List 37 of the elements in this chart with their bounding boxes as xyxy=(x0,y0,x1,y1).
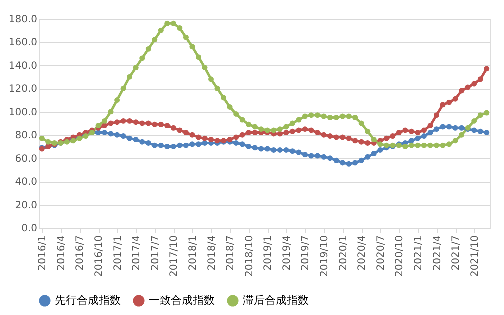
legend-label: 一致合成指数 xyxy=(149,294,215,307)
x-tick-label: 2018/1 xyxy=(188,236,199,271)
x-tick-label: 2016/4 xyxy=(56,236,68,271)
x-tick-label: 2020/10 xyxy=(394,236,406,278)
y-tick-label: 40.0 xyxy=(15,177,38,188)
y-tick-label: 100.0 xyxy=(8,107,38,118)
y-tick-label: 140.0 xyxy=(8,60,38,72)
legend-label: 先行合成指数 xyxy=(55,294,121,307)
x-tick-label: 2017/10 xyxy=(169,236,180,278)
x-tick-label: 2021/4 xyxy=(432,236,444,271)
y-tick-label: 160.0 xyxy=(8,38,38,49)
x-tick-label: 2017/4 xyxy=(132,236,143,271)
x-tick-label: 2018/10 xyxy=(244,236,256,278)
y-tick-label: 20.0 xyxy=(15,200,38,212)
x-tick-label: 2020/7 xyxy=(376,236,387,271)
x-tick-label: 2017/1 xyxy=(112,236,124,271)
x-tick-label: 2021/1 xyxy=(413,236,424,271)
x-tick-label: 2017/7 xyxy=(150,236,162,271)
x-tick-label: 2021/10 xyxy=(470,236,481,278)
x-tick-label: 2019/4 xyxy=(282,236,293,271)
y-tick-label: 80.0 xyxy=(15,130,38,142)
y-tick-label: 60.0 xyxy=(15,154,38,165)
x-tick-label: 2016/10 xyxy=(94,236,106,278)
y-tick-label: 120.0 xyxy=(8,84,38,96)
x-tick-label: 2019/7 xyxy=(300,236,312,271)
x-tick-label: 2019/1 xyxy=(263,236,274,271)
x-tick-label: 2020/4 xyxy=(357,236,368,271)
x-tick-label: 2018/4 xyxy=(206,236,218,271)
x-tick-label: 2019/10 xyxy=(320,236,331,278)
x-tick-label: 2018/7 xyxy=(226,236,237,271)
legend-label: 滞后合成指数 xyxy=(243,294,309,307)
x-tick-label: 2020/1 xyxy=(338,236,350,271)
y-tick-label: 180.0 xyxy=(8,14,38,26)
x-tick-label: 2016/7 xyxy=(75,236,86,271)
x-tick-label: 2021/7 xyxy=(451,236,462,271)
y-tick-label: 0.0 xyxy=(22,224,38,234)
x-tick-label: 2016/1 xyxy=(38,236,49,271)
